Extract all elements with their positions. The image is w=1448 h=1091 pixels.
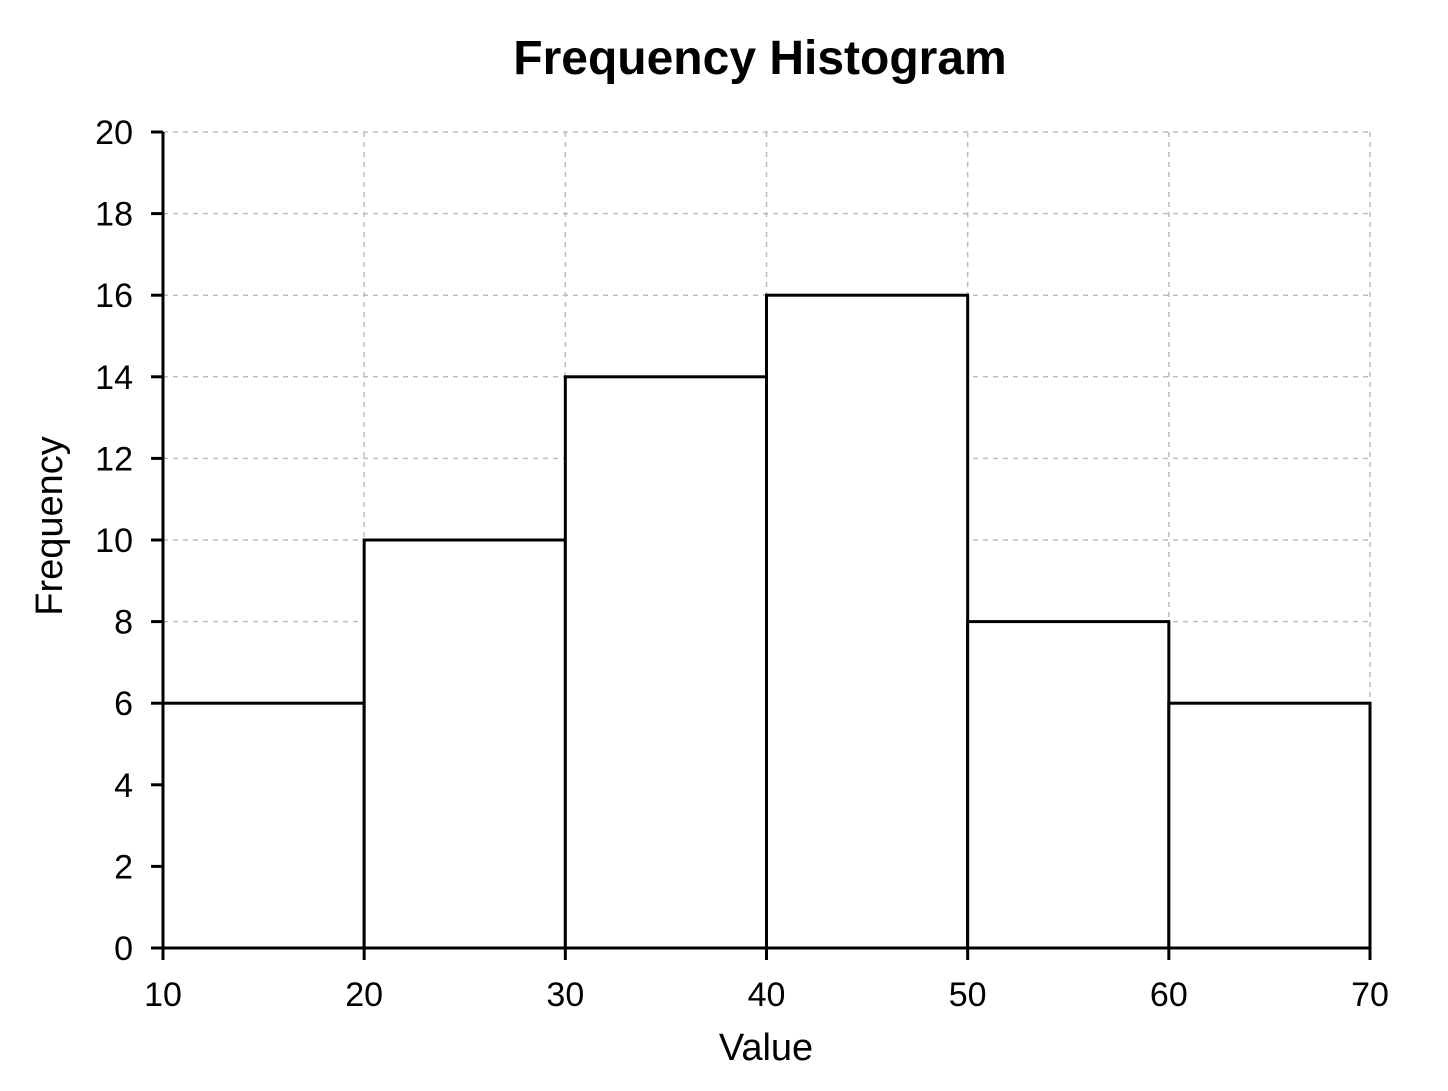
- y-tick-label: 16: [95, 277, 133, 315]
- x-tick-label: 60: [1150, 976, 1188, 1014]
- histogram-bar: [161, 701, 366, 950]
- chart-title: Frequency Histogram: [513, 32, 1006, 85]
- x-tick-label: 30: [546, 976, 584, 1014]
- x-tick-label: 70: [1351, 976, 1389, 1014]
- histogram-bar: [966, 620, 1171, 950]
- histogram-bar: [362, 538, 567, 950]
- y-tick-label: 4: [114, 767, 133, 805]
- y-tick-label: 8: [114, 604, 133, 642]
- bars-layer: [161, 293, 1372, 950]
- y-axis-label: Frequency: [29, 436, 71, 616]
- y-tick-label: 18: [95, 196, 133, 234]
- y-tick-label: 10: [95, 522, 133, 560]
- x-tick-label: 10: [144, 976, 182, 1014]
- x-tick-label: 40: [748, 976, 786, 1014]
- histogram-bar: [765, 293, 970, 950]
- y-tick-label: 14: [95, 359, 133, 397]
- x-axis-label: Value: [719, 1027, 813, 1069]
- y-tick-label: 6: [114, 685, 133, 723]
- x-tick-label: 50: [949, 976, 987, 1014]
- y-tick-label: 12: [95, 440, 133, 478]
- ticks-layer: 0 2 4 6 8 10 12 14 16 18 20 10 20 30 40 50 60 70: [95, 114, 1389, 1014]
- x-tick-label: 20: [345, 976, 383, 1014]
- histogram-bar: [563, 375, 768, 950]
- y-tick-label: 20: [95, 114, 133, 152]
- y-tick-label: 0: [114, 930, 133, 968]
- y-tick-label: 2: [114, 848, 133, 886]
- histogram-bar: [1167, 701, 1372, 950]
